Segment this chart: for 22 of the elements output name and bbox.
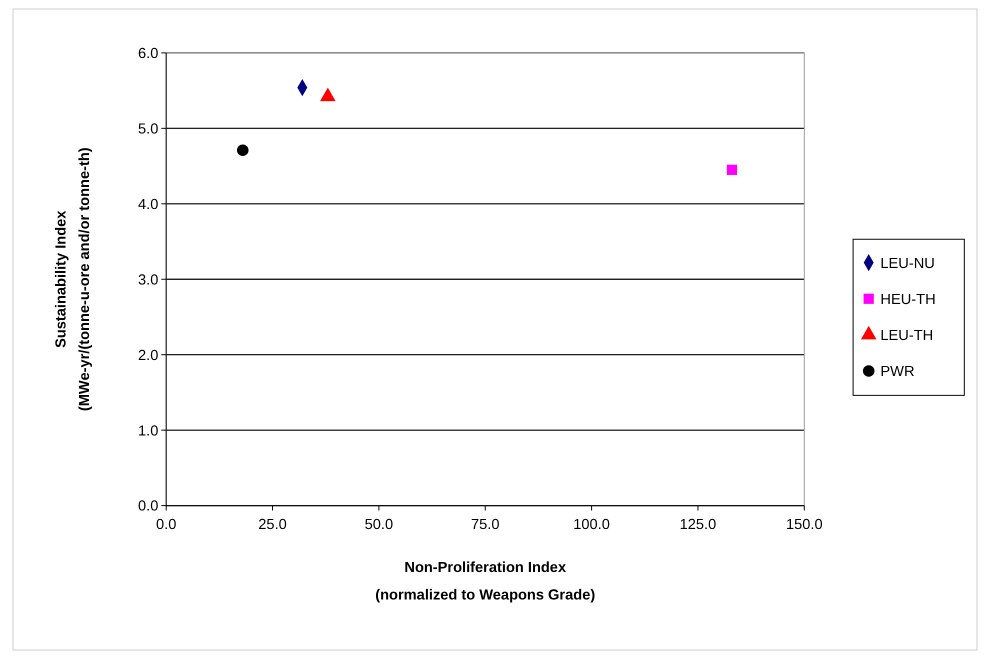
legend-label: PWR: [880, 364, 915, 380]
x-tick-label: 100.0: [573, 517, 610, 534]
x-tick-label: 75.0: [471, 517, 500, 534]
y-tick-label: 5.0: [138, 121, 158, 138]
y-tick-label: 2.0: [138, 348, 158, 364]
x-tick-label: 50.0: [364, 517, 394, 534]
y-tick-label: 0.0: [138, 498, 158, 515]
x-axis-title: Non-Proliferation Index (normalized to Weapons Grade): [375, 560, 596, 604]
y-axis-title: Sustainability Index (MWe-yr/(tonne-u-ore and/or tonne-th): [54, 147, 94, 412]
point: [236, 144, 249, 156]
legend-label: LEU-TH: [880, 328, 934, 344]
x-tick-label: 125.0: [680, 517, 716, 534]
x-tick-label: 150.0: [786, 517, 823, 534]
legend-label: HEU-TH: [880, 292, 936, 308]
y-tick-label: 1.0: [138, 423, 158, 440]
legend-label: LEU-NU: [880, 256, 935, 272]
x-tick-label: 0.0: [156, 517, 176, 534]
point: [726, 164, 738, 175]
y-tick-label: 3.0: [138, 272, 158, 288]
y-tick-label: 6.0: [138, 46, 158, 62]
y-tick-label: 4.0: [138, 196, 158, 213]
x-tick-label: 25.0: [258, 517, 287, 534]
